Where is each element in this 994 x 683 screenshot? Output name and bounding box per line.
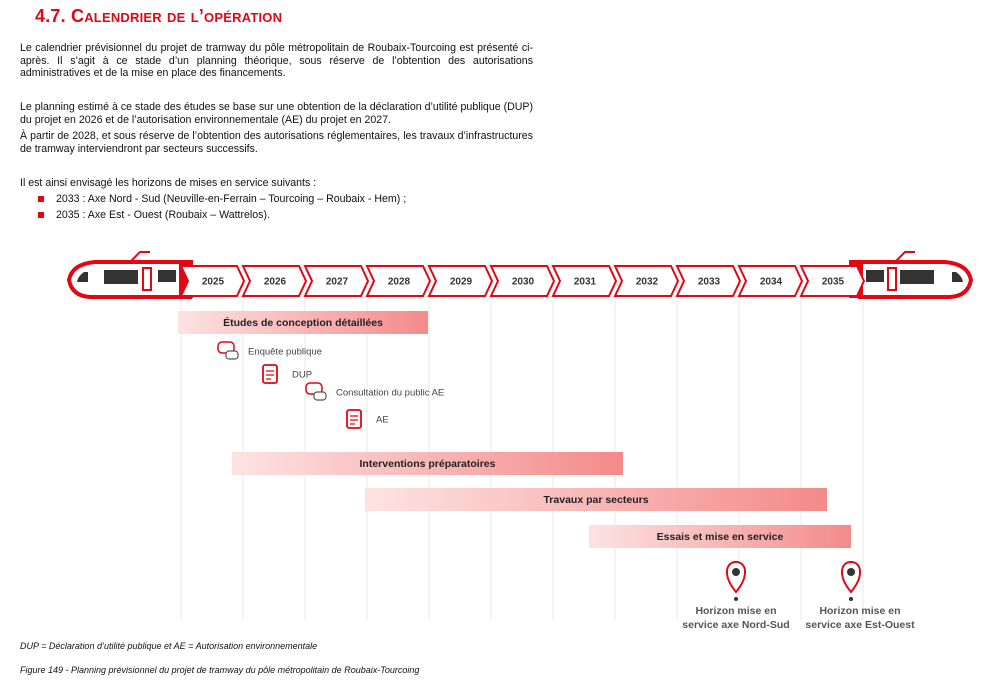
chat-icon (225, 350, 239, 360)
horizon-label: service axe Est-Ouest (805, 619, 915, 631)
year-chevron (675, 265, 742, 297)
year-chevron (799, 265, 866, 297)
footnote: DUP = Déclaration d’utilité publique et … (20, 641, 318, 651)
bullet: 2033 : Axe Nord - Sud (Neuville-en-Ferra… (56, 193, 407, 205)
bullet-marker (38, 196, 44, 202)
year-label: 2033 (698, 277, 721, 288)
pin-dot (732, 568, 740, 576)
paragraph: Il est ainsi envisagé les horizons de mi… (20, 177, 317, 189)
heading: 4.7. Calendrier de l’opération (35, 6, 283, 26)
year-label: 2026 (264, 277, 287, 288)
bullet-marker (38, 212, 44, 218)
document-icon (266, 370, 274, 380)
pin-icon (726, 560, 746, 594)
year-label: 2031 (574, 277, 597, 288)
year-chevron (241, 265, 308, 297)
pin-icon (841, 560, 861, 594)
pin-dot (847, 568, 855, 576)
year-chevron (489, 265, 556, 297)
pin-base (734, 597, 738, 601)
milestone-label: Consultation du public AE (336, 388, 444, 399)
phase-label: Interventions préparatoires (360, 458, 496, 470)
year-label: 2034 (760, 277, 783, 288)
tram-right (849, 251, 974, 299)
year-label: 2025 (202, 277, 225, 288)
phase-bar (365, 488, 827, 511)
phase-label: Essais et mise en service (657, 531, 784, 543)
milestone-label: AE (376, 415, 389, 426)
phase-bar (232, 452, 623, 475)
year-label: 2030 (512, 277, 535, 288)
year-chevron (179, 265, 246, 297)
document-icon (346, 409, 362, 429)
year-chevron (365, 265, 432, 297)
document-icon (350, 415, 358, 425)
milestone-label: Enquête publique (248, 347, 322, 358)
pantograph (129, 251, 150, 263)
horizon-label: Horizon mise en (695, 605, 776, 617)
paragraph: Le calendrier prévisionnel du projet de … (20, 42, 533, 80)
tram-left (66, 260, 193, 299)
pin-base (849, 597, 853, 601)
year-label: 2035 (822, 277, 845, 288)
phase-bar (178, 311, 428, 334)
year-chevron (613, 265, 680, 297)
caption: Figure 149 - Planning prévisionnel du pr… (20, 665, 420, 675)
milestone-label: DUP (292, 370, 312, 381)
bullet: 2035 : Axe Est - Ouest (Roubaix – Wattre… (56, 209, 270, 221)
phase-bar (589, 525, 851, 548)
year-chevron (427, 265, 494, 297)
paragraph: Le planning estimé à ce stade des études… (20, 101, 533, 126)
year-chevron (303, 265, 370, 297)
horizon-label: service axe Nord-Sud (682, 619, 789, 631)
phase-label: Travaux par secteurs (543, 494, 648, 506)
horizon-label: Horizon mise en (819, 605, 900, 617)
year-label: 2027 (326, 277, 349, 288)
phase-label: Études de conception détaillées (223, 316, 383, 329)
document-icon (262, 364, 278, 384)
paragraph: À partir de 2028, et sous réserve de l’o… (20, 130, 533, 155)
year-chevron (551, 265, 618, 297)
year-label: 2028 (388, 277, 411, 288)
year-label: 2029 (450, 277, 473, 288)
year-label: 2032 (636, 277, 659, 288)
chat-icon (313, 391, 327, 401)
year-chevron (737, 265, 804, 297)
